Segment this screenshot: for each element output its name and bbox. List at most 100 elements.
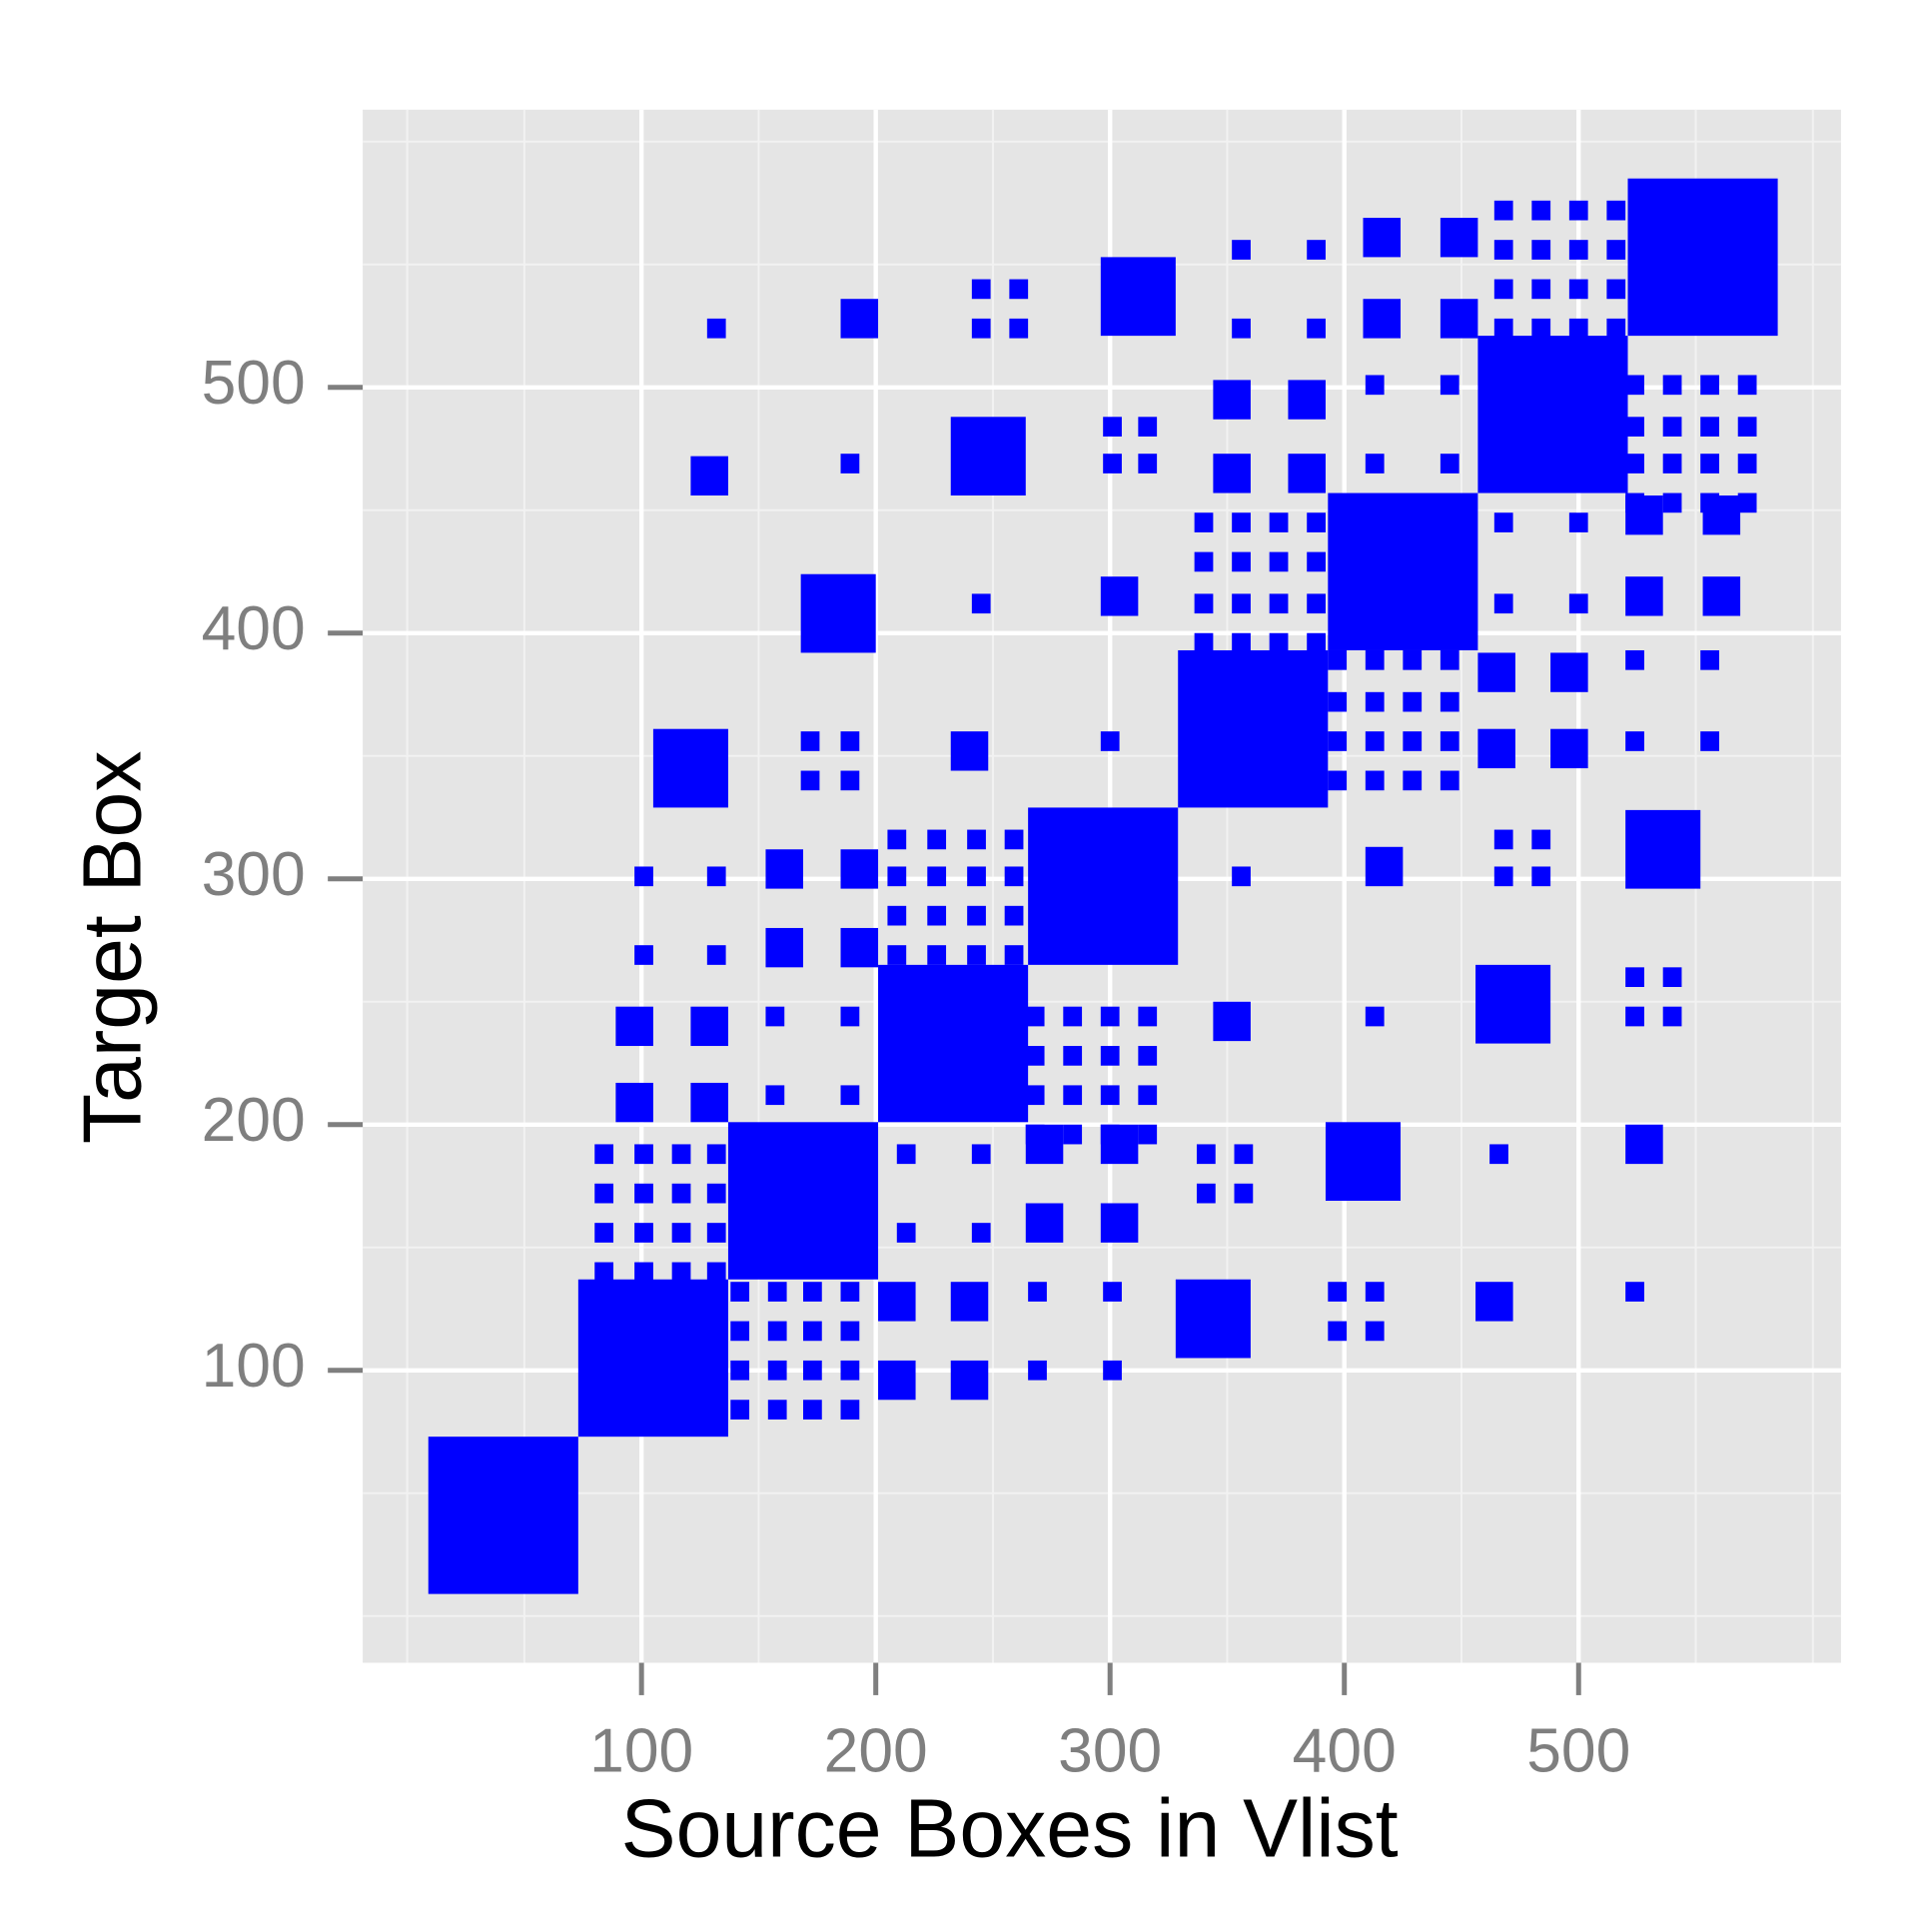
point — [1440, 375, 1459, 396]
point — [706, 1223, 726, 1243]
point — [1307, 512, 1326, 532]
point — [1700, 454, 1719, 474]
point — [840, 731, 860, 751]
point — [1440, 454, 1459, 474]
point — [802, 1400, 822, 1420]
point — [1232, 551, 1251, 572]
point — [1004, 866, 1024, 887]
point — [950, 417, 1026, 496]
point — [878, 964, 1029, 1123]
point — [634, 945, 653, 965]
point — [765, 927, 803, 968]
point — [634, 1183, 653, 1204]
point — [1365, 454, 1385, 474]
point — [671, 1183, 691, 1204]
point — [967, 866, 986, 887]
point — [690, 456, 728, 496]
point — [1232, 240, 1251, 260]
point — [840, 1282, 860, 1302]
point — [1025, 1203, 1064, 1243]
point — [1627, 178, 1778, 337]
point — [1196, 1183, 1216, 1204]
point — [1194, 593, 1214, 614]
point — [1700, 417, 1719, 437]
point — [1025, 1124, 1045, 1145]
point — [1493, 829, 1513, 850]
point — [706, 1144, 726, 1165]
point — [1063, 1046, 1083, 1066]
x-tick-label: 400 — [1293, 1716, 1397, 1785]
point — [1531, 279, 1551, 300]
point — [1232, 512, 1251, 532]
point — [971, 593, 991, 614]
point — [1737, 492, 1757, 513]
point — [1662, 1006, 1682, 1027]
point — [1269, 632, 1289, 653]
point — [428, 1437, 578, 1594]
point — [690, 1082, 728, 1123]
point — [1365, 1282, 1385, 1302]
point — [1232, 593, 1251, 614]
point — [967, 945, 986, 965]
point — [671, 1144, 691, 1165]
point — [1307, 551, 1326, 572]
point — [1477, 336, 1628, 493]
point — [1025, 1006, 1045, 1027]
point — [802, 1360, 822, 1381]
point — [1625, 417, 1644, 437]
point — [1100, 1046, 1120, 1066]
point — [1365, 375, 1385, 396]
point — [1025, 1046, 1045, 1066]
point — [1194, 512, 1214, 532]
point — [1477, 652, 1515, 692]
point — [1028, 807, 1179, 965]
point — [840, 1360, 860, 1381]
point — [730, 1400, 750, 1420]
point — [1531, 240, 1551, 260]
point — [1100, 1124, 1120, 1145]
point — [1103, 417, 1122, 437]
point — [1700, 375, 1719, 396]
point — [615, 1006, 653, 1047]
point — [967, 905, 986, 926]
point — [840, 1400, 860, 1420]
point — [1028, 1282, 1047, 1302]
point — [1493, 318, 1513, 339]
x-tick-label: 100 — [589, 1716, 693, 1785]
y-tick-label: 400 — [202, 594, 306, 663]
point — [1232, 632, 1251, 653]
point — [1625, 375, 1644, 396]
point — [971, 1144, 991, 1165]
point — [1004, 829, 1024, 850]
point — [1194, 632, 1214, 653]
point — [1363, 218, 1402, 258]
point — [706, 1183, 726, 1204]
point — [706, 866, 726, 887]
point — [1365, 1321, 1385, 1342]
point — [1568, 318, 1588, 339]
point — [1328, 492, 1478, 650]
point — [594, 1223, 614, 1243]
point — [1440, 691, 1459, 712]
point — [1138, 1046, 1158, 1066]
point — [1269, 512, 1289, 532]
point — [1493, 866, 1513, 887]
point — [1100, 257, 1176, 337]
point — [1328, 691, 1348, 712]
point — [896, 1144, 916, 1165]
point — [1700, 649, 1719, 670]
point — [634, 1144, 653, 1165]
point — [1531, 866, 1551, 887]
point — [971, 318, 991, 339]
point — [1625, 731, 1644, 751]
point — [1100, 1203, 1139, 1243]
point — [1004, 905, 1024, 926]
point — [840, 849, 879, 889]
point — [594, 1183, 614, 1204]
point — [887, 866, 907, 887]
point — [767, 1321, 787, 1342]
point — [1662, 492, 1682, 513]
point — [730, 1360, 750, 1381]
point — [1662, 375, 1682, 396]
point — [730, 1321, 750, 1342]
